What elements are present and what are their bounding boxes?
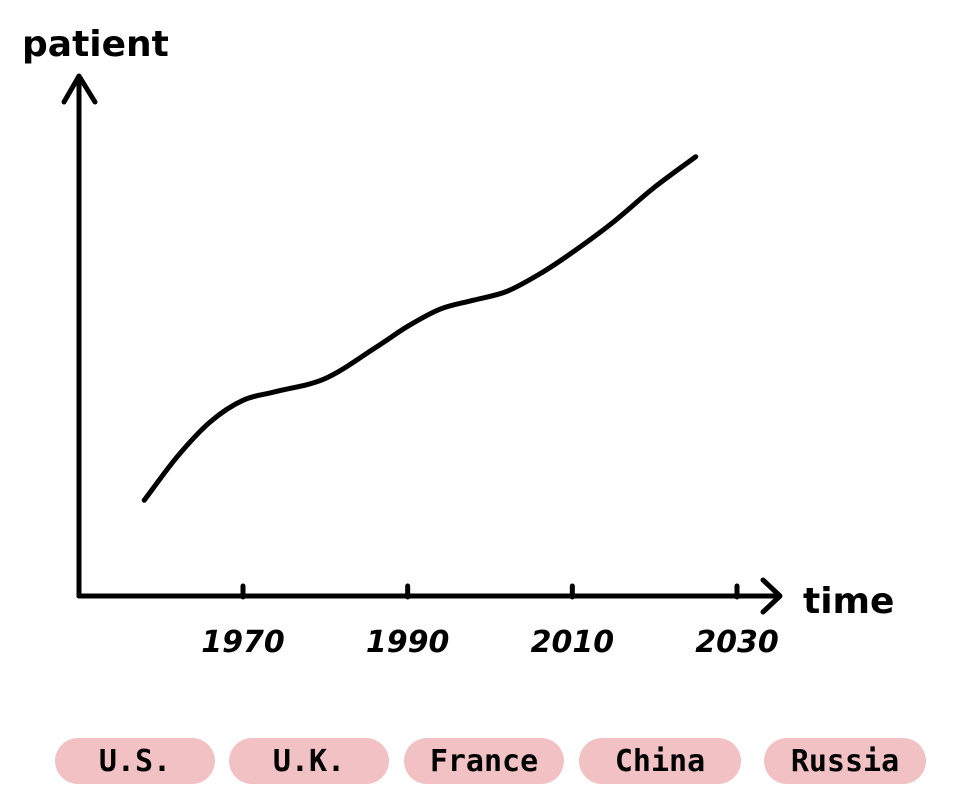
x-axis-label: time [803, 581, 894, 622]
series-line [141, 154, 699, 503]
x-tick-label: 2030 [695, 625, 779, 660]
y-axis-arrowhead [61, 73, 98, 105]
x-tick-label: 1970 [201, 625, 285, 660]
legend-item-china[interactable]: China [579, 738, 741, 784]
x-axis-arrowhead [760, 577, 783, 615]
x-tick-label: 2010 [531, 625, 615, 660]
legend-item-us[interactable]: U.S. [55, 738, 215, 784]
x-tick-label: 1990 [366, 625, 450, 660]
legend-item-france[interactable]: France [404, 738, 564, 784]
y-axis-label: patient [22, 24, 169, 65]
legend-item-uk[interactable]: U.K. [229, 738, 389, 784]
legend-item-russia[interactable]: Russia [764, 738, 926, 784]
